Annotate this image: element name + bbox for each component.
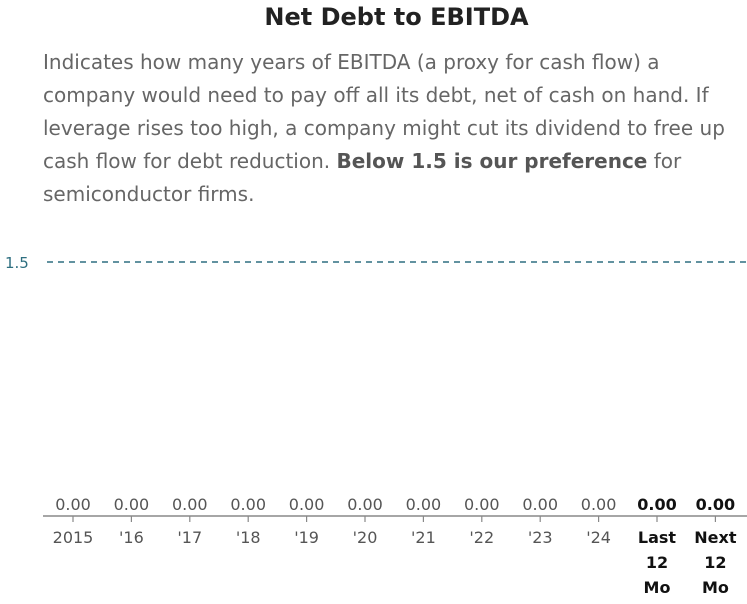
x-tick-label: '23 (528, 528, 553, 547)
x-tick-label: '21 (411, 528, 436, 547)
data-label: 0.00 (55, 495, 91, 514)
reference-line-label: 1.5 (5, 254, 29, 272)
data-label: 0.00 (581, 495, 617, 514)
x-tick-label: '24 (586, 528, 611, 547)
data-label: 0.00 (289, 495, 325, 514)
x-tick-label: '22 (469, 528, 494, 547)
data-label: 0.00 (347, 495, 383, 514)
data-label: 0.00 (230, 495, 266, 514)
x-tick-label: Last 12 Mo (638, 528, 677, 597)
x-tick-label: 2015 (53, 528, 94, 547)
x-tick-label: '19 (294, 528, 319, 547)
description-text: Indicates how many years of EBITDA (a pr… (43, 50, 725, 173)
data-label: 0.00 (696, 495, 735, 514)
x-tick-label: Next 12 Mo (694, 528, 737, 597)
x-tick-label: '20 (353, 528, 378, 547)
chart-title: Net Debt to EBITDA (264, 3, 529, 31)
data-label: 0.00 (114, 495, 150, 514)
data-label: 0.00 (464, 495, 500, 514)
data-label: 0.00 (522, 495, 558, 514)
x-tick-label: '16 (119, 528, 144, 547)
x-tick-label: '17 (177, 528, 202, 547)
description-emphasis: Below 1.5 is our preference (336, 149, 648, 173)
data-label: 0.00 (172, 495, 208, 514)
x-tick-label: '18 (236, 528, 261, 547)
data-label: 0.00 (637, 495, 676, 514)
chart-description: Indicates how many years of EBITDA (a pr… (43, 46, 738, 211)
description-tail: for semiconductor firms. (43, 149, 682, 206)
data-label: 0.00 (406, 495, 442, 514)
